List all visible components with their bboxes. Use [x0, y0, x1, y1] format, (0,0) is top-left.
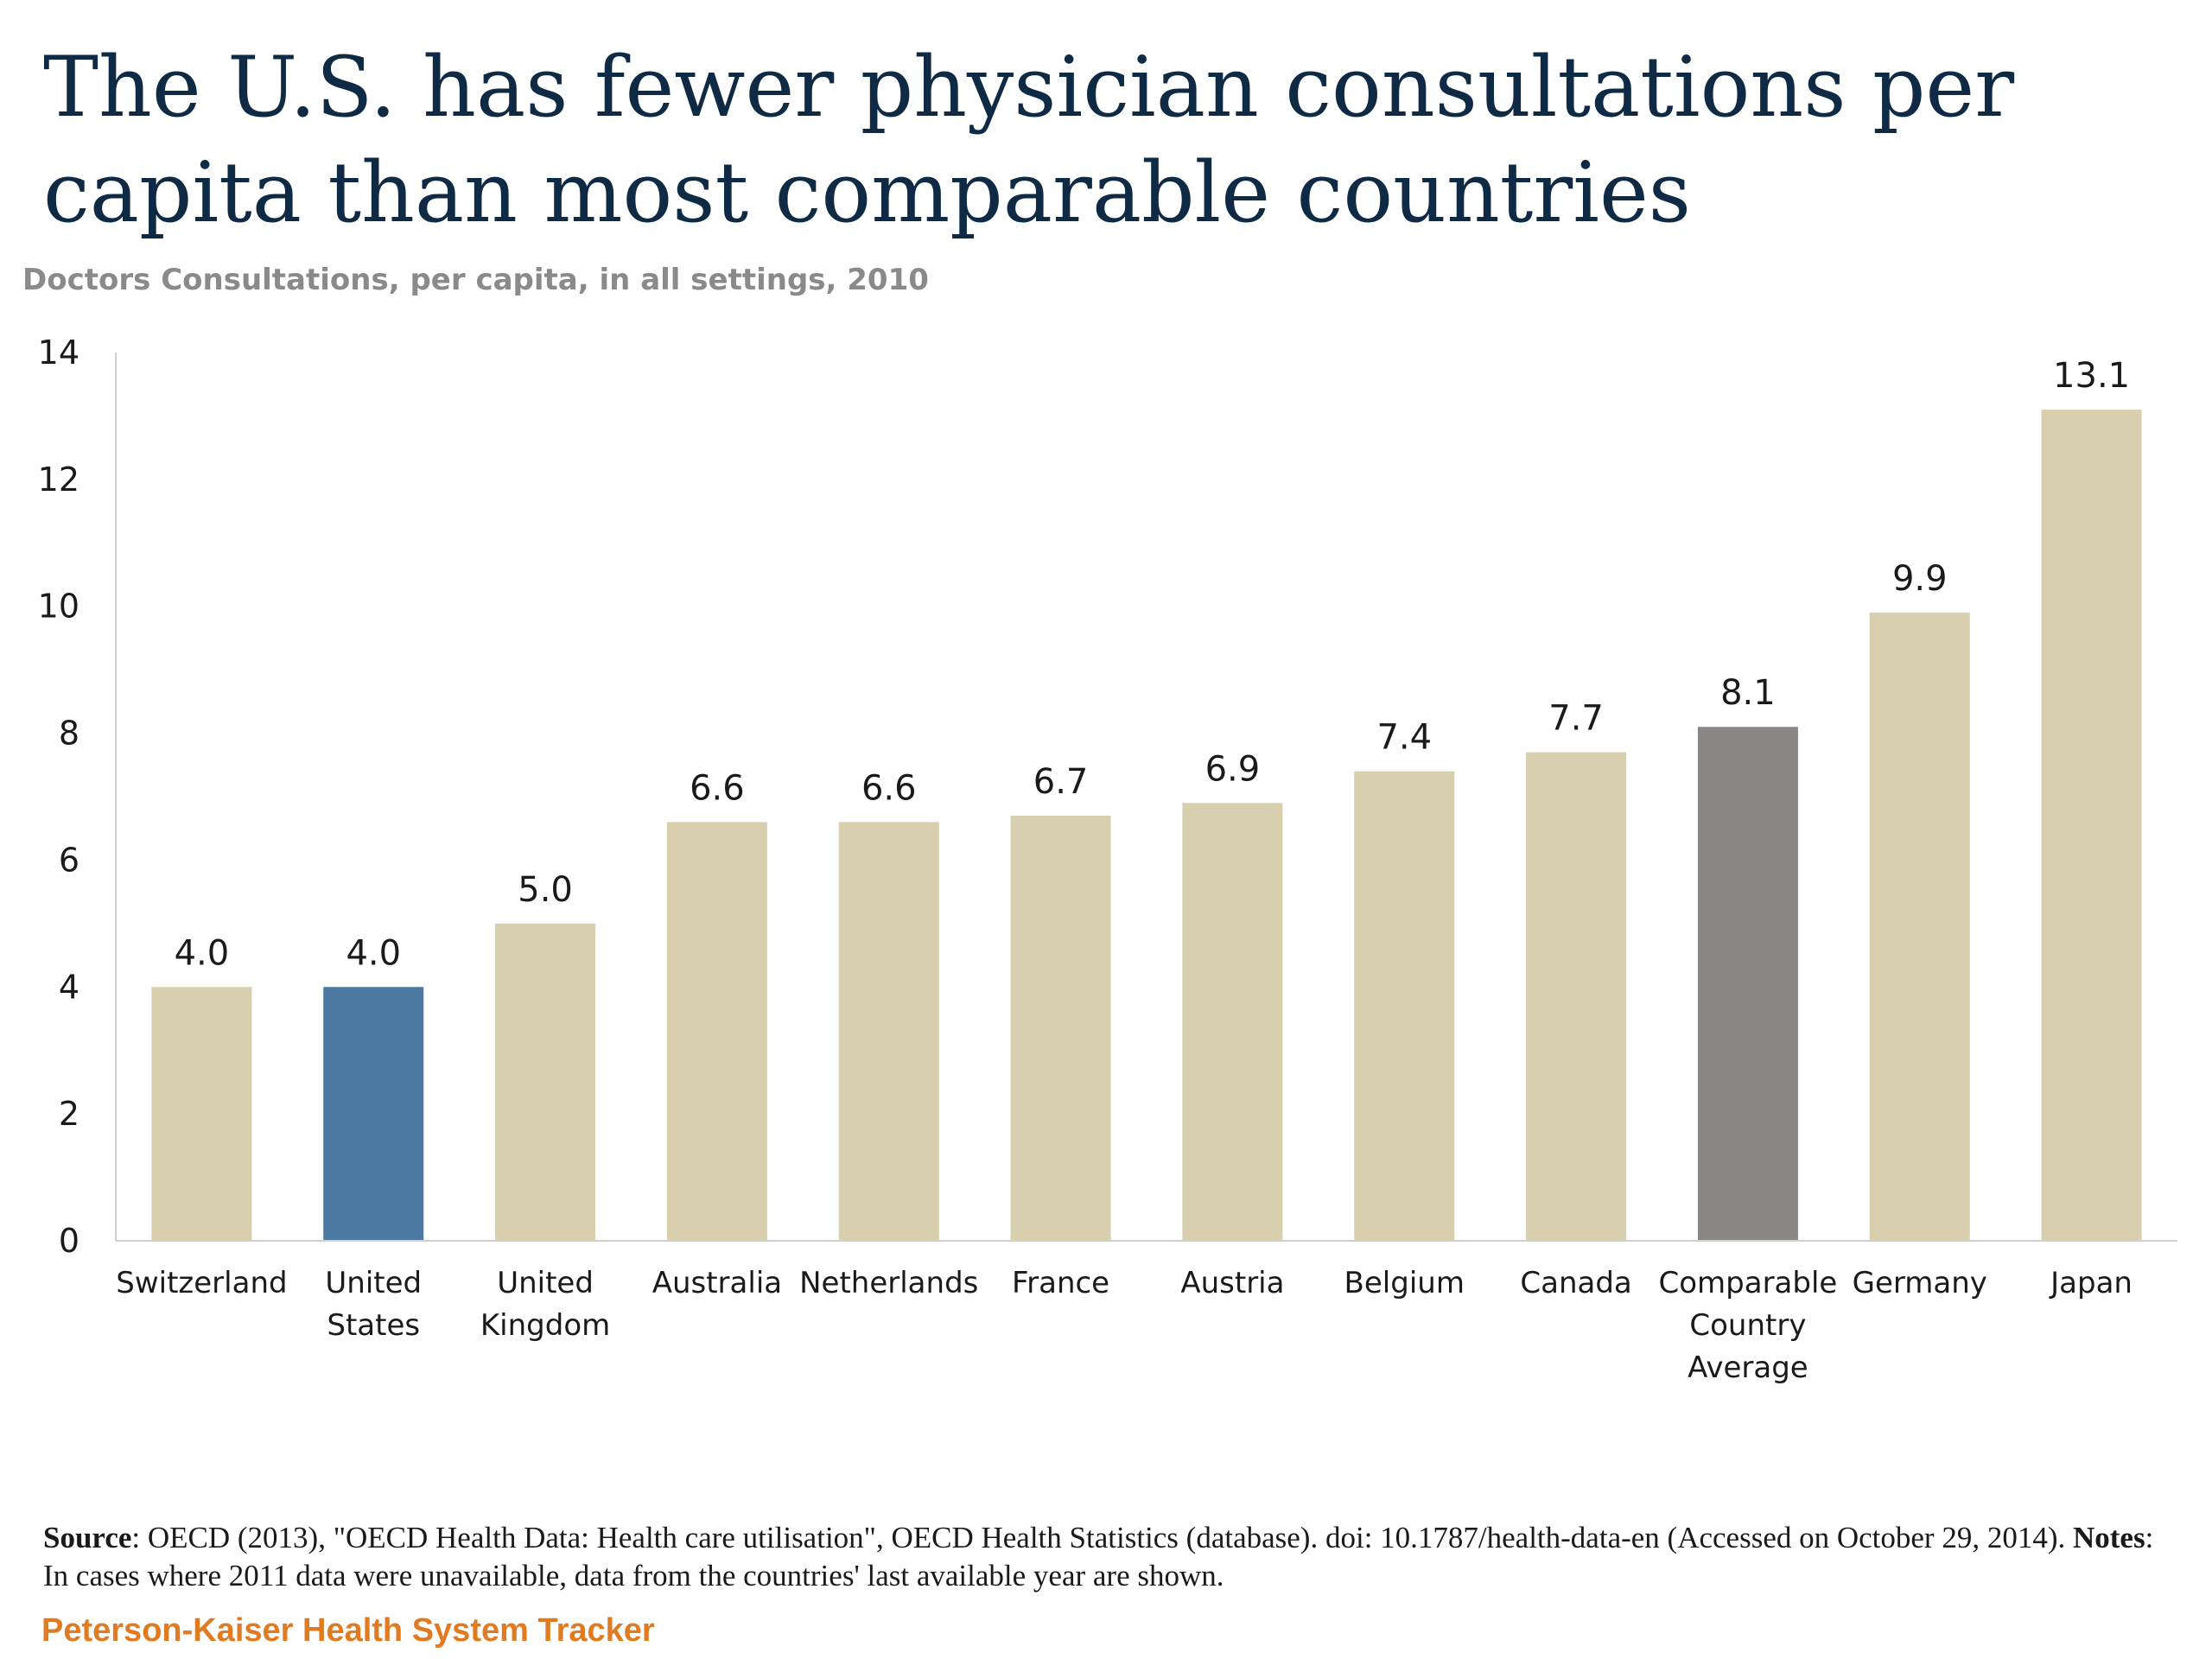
x-tick-label-line: Germany [1853, 1266, 1987, 1300]
x-tick-label-line: Japan [2049, 1266, 2133, 1300]
data-label: 6.6 [861, 768, 917, 808]
brand-name: Peterson-Kaiser Health System Tracker [41, 1612, 655, 1649]
source-text: : OECD (2013), "OECD Health Data: Health… [131, 1521, 2073, 1554]
x-tick-label: Switzerland [116, 1266, 287, 1300]
bar [151, 987, 252, 1241]
x-tick-label-line: France [1012, 1266, 1109, 1300]
y-tick-label: 12 [38, 461, 79, 499]
x-tick-label-line: Austria [1180, 1266, 1284, 1300]
x-tick-label: Austria [1180, 1266, 1284, 1300]
data-label: 6.7 [1033, 762, 1089, 802]
bars-layer: 4.0 4.0 5.0 6.6 6.6 6.7 6.9 7.4 7.7 8.1 9.9 13.1 [151, 356, 2142, 1242]
x-tick-label-line: Belgium [1344, 1266, 1465, 1300]
x-tick-label-line: Netherlands [799, 1266, 978, 1300]
data-label: 5.0 [518, 870, 573, 910]
x-tick-label-line: Country [1689, 1308, 1806, 1343]
bar [838, 822, 939, 1241]
bar [323, 987, 424, 1241]
source-notes: Source: OECD (2013), "OECD Health Data: … [43, 1519, 2186, 1595]
x-tick-label-line: United [497, 1266, 594, 1300]
bar [1869, 613, 1970, 1241]
y-tick-label: 6 [59, 841, 79, 879]
x-tick-label: Netherlands [799, 1266, 978, 1300]
bar [1526, 752, 1627, 1241]
x-tick-label: Australia [652, 1266, 782, 1300]
x-tick-label-line: Average [1688, 1351, 1808, 1385]
x-tick-label: Germany [1853, 1266, 1987, 1300]
chart-subtitle: Doctors Consultations, per capita, in al… [22, 263, 929, 297]
x-tick-label-line: Switzerland [116, 1266, 287, 1300]
bar [2041, 410, 2142, 1242]
chart-title: The U.S. has fewer physician consultatio… [43, 39, 2015, 241]
y-tick-label: 8 [59, 715, 79, 753]
x-tick-label-line: Comparable [1658, 1266, 1837, 1300]
y-tick-label: 10 [38, 588, 79, 626]
x-tick-label: Belgium [1344, 1266, 1465, 1300]
bar [1182, 803, 1283, 1241]
data-label: 4.0 [346, 933, 401, 973]
y-tick-label: 4 [59, 968, 79, 1006]
bar [1697, 727, 1798, 1241]
x-tick-label-line: United [325, 1266, 422, 1300]
y-tick-label: 2 [59, 1095, 79, 1133]
y-tick-label: 0 [59, 1222, 79, 1260]
x-tick-label-line: Kingdom [480, 1308, 610, 1343]
notes-label: Notes [2073, 1521, 2145, 1554]
x-tick-label-line: Canada [1520, 1266, 1631, 1300]
x-tick-label: Canada [1520, 1266, 1631, 1300]
x-tick-label: United States [325, 1266, 422, 1343]
bar [495, 923, 596, 1241]
y-tick-label: 14 [38, 334, 79, 372]
data-label: 13.1 [2053, 356, 2130, 396]
data-label: 7.4 [1376, 718, 1432, 758]
x-tick-label: United Kingdom [480, 1266, 610, 1343]
data-label: 4.0 [175, 933, 230, 973]
data-label: 7.7 [1548, 699, 1604, 739]
x-tick-label-line: Australia [652, 1266, 782, 1300]
source-label: Source [43, 1521, 132, 1554]
bar [666, 822, 767, 1241]
data-label: 6.9 [1205, 749, 1261, 789]
notes-text: : In cases where 2011 data were unavaila… [43, 1521, 2154, 1592]
bar [1354, 771, 1455, 1241]
x-tick-label: Comparable Country Average [1658, 1266, 1837, 1385]
data-label: 6.6 [690, 768, 745, 808]
x-tick-label: France [1012, 1266, 1109, 1300]
x-tick-label-line: States [327, 1308, 420, 1343]
x-tick-label: Japan [2049, 1266, 2133, 1300]
data-label: 9.9 [1892, 559, 1948, 599]
bar [1010, 816, 1111, 1241]
data-label: 8.1 [1720, 673, 1776, 713]
